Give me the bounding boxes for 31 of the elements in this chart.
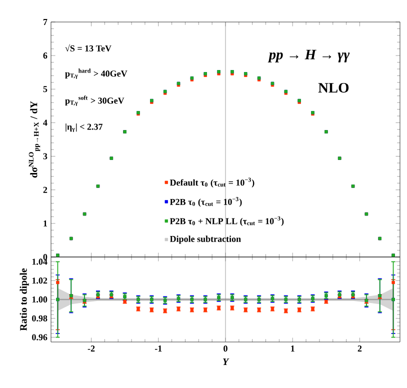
legend-label: Default τ$_{0}$ (τ$_{cut}$ = 10$^{−3}$) [170, 178, 254, 188]
annotation: p$_{T,γ}$$^{hard}$ > 40GeV [65, 68, 128, 79]
x-tick-label: 2 [358, 346, 362, 352]
y-tick-label: 1 [44, 220, 48, 226]
x-axis-title: Y [222, 358, 230, 366]
x-tick-label: 0 [224, 346, 228, 352]
y-tick-label: 2 [43, 186, 48, 193]
annotation: p$_{T,γ}$$^{soft}$ > 30GeV [65, 96, 124, 106]
annotation: pp → H → γγ [268, 50, 350, 62]
y-tick-label: 5 [43, 86, 48, 92]
y-tick-label: 6 [43, 52, 48, 59]
annotation: √S = 13 TeV [65, 44, 112, 52]
y-axis-title: dσ$^{NLO}$$_{pp→H+X}$ / dY [28, 101, 40, 178]
y-tick-label: 1.02 [32, 278, 48, 284]
legend-label: P2B τ$_{0}$ (τ$_{cut}$ = 10$^{−3}$) [170, 197, 242, 207]
legend-label: Dipole subtraction [170, 236, 241, 244]
y-tick-label: 7 [43, 19, 48, 25]
annotation: |η$_{γ}$| < 2.37 [66, 123, 103, 132]
x-tick-label: -2 [88, 346, 95, 352]
annotation: NLO [318, 82, 349, 93]
x-tick-label: -1 [154, 346, 162, 352]
y-tick-label: 4 [43, 120, 48, 126]
y-tick-label: 0.98 [32, 315, 48, 322]
y-tick-label: 0.96 [32, 334, 48, 340]
legend-label: P2B τ$_{0}$ + NLP LL (τ$_{cut}$ = 10$^{−3}$) [170, 216, 284, 226]
y-tick-label: 3 [43, 153, 48, 160]
y-tick-label: 1.04 [32, 258, 48, 265]
y-tick-label: 0 [43, 254, 48, 260]
x-tick-label: 1 [291, 346, 294, 352]
y-tick-label: 1.00 [32, 296, 48, 303]
y-axis-title: Ratio to dipole [20, 268, 29, 331]
